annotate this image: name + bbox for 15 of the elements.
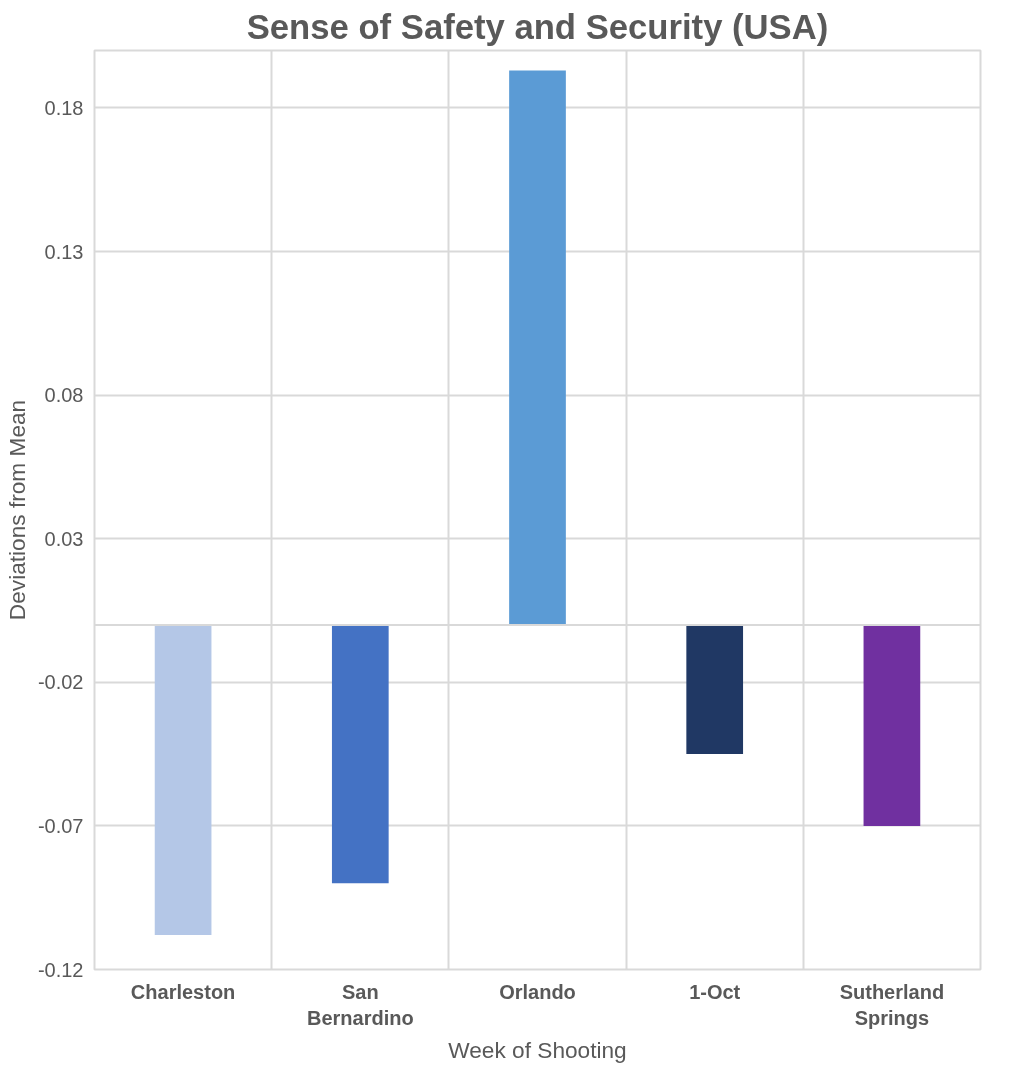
y-tick-label: -0.07 (37, 814, 84, 837)
x-axis-title: Week of Shooting (448, 1036, 627, 1063)
x-tick-label: Orlando (499, 980, 576, 1003)
chart-title: Sense of Safety and Security (USA) (246, 7, 829, 46)
y-tick-label: -0.12 (37, 958, 84, 981)
x-tick-label: San Bernardino (306, 980, 414, 1029)
y-tick-label: -0.02 (37, 671, 84, 694)
y-tick-label: 0.13 (44, 240, 84, 263)
y-tick-label: 0.03 (44, 527, 84, 550)
y-tick-label: 0.18 (44, 96, 84, 119)
x-tick-label: Sutherland Springs (839, 980, 945, 1029)
y-axis-title: Deviations from Mean (3, 399, 30, 621)
x-tick-label: 1-Oct (689, 980, 741, 1003)
x-tick-label: Charleston (130, 980, 236, 1003)
y-tick-label: 0.08 (44, 384, 84, 407)
